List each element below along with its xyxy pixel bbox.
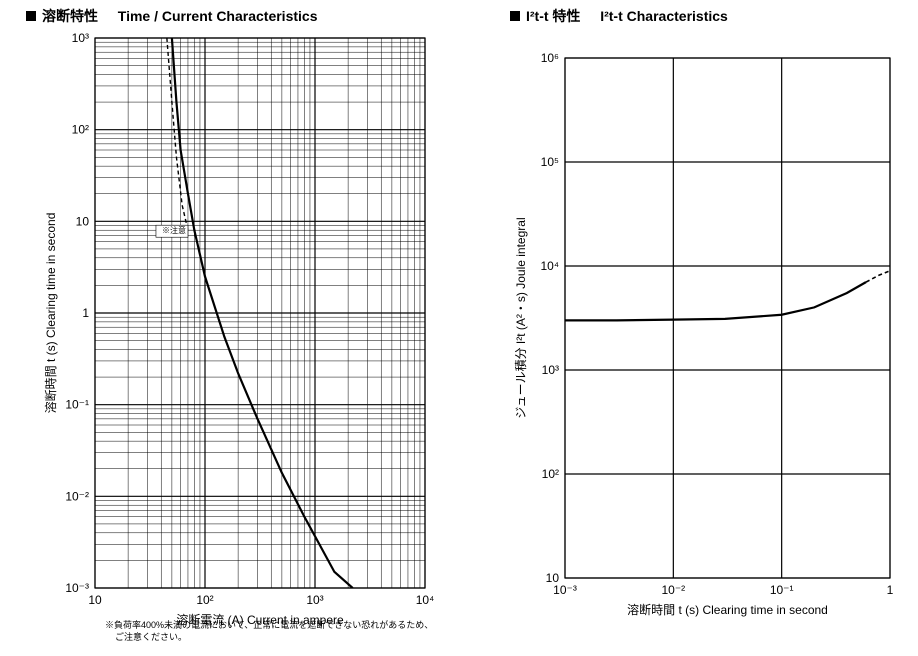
x-tick-label: 10⁻¹	[770, 583, 794, 597]
right-chart: 10⁻³ 10⁻² 10⁻¹ 1 10 10² 10³ 10⁴ 10⁵ 10⁶ 溶断時間 t (s)…	[510, 48, 900, 633]
page-root: 溶断特性 Time / Current Characteristics I²t-…	[0, 0, 918, 656]
curve-main	[565, 282, 866, 320]
x-tick-label: 1	[887, 583, 894, 597]
left-title-en: Time / Current Characteristics	[118, 8, 318, 24]
y-tick-label: 1	[82, 306, 89, 320]
right-title-jp: I²t-t 特性	[526, 6, 580, 26]
y-tick-label: 10⁻¹	[65, 398, 89, 412]
y-tick-label: 10⁴	[540, 259, 559, 273]
y-tick-label: 10⁻²	[65, 489, 89, 503]
y-tick-label: 10	[546, 571, 560, 585]
y-tick-label: 10²	[542, 467, 559, 481]
x-tick-label: 10	[88, 593, 102, 607]
left-title-jp: 溶断特性	[42, 6, 98, 26]
y-tick-label: 10⁶	[541, 51, 559, 65]
right-chart-title: I²t-t 特性 I²t-t Characteristics	[510, 6, 728, 26]
callout-text: ※注意	[162, 225, 186, 235]
y-axis-label: ジュール積分 I²t (A²・s) Joule integral	[513, 217, 528, 418]
x-tick-label: 10³	[306, 593, 323, 607]
right-title-en: I²t-t Characteristics	[600, 8, 728, 24]
x-axis-label: 溶断時間 t (s) Clearing time in second	[627, 602, 828, 617]
y-tick-label: 10⁵	[541, 155, 559, 169]
y-tick-label: 10⁻³	[65, 581, 89, 595]
left-chart-footnote: ※負荷率400%未満の電流において、正常に電流を遮断できない恐れがあるため、 ご…	[105, 620, 433, 643]
y-tick-label: 10²	[72, 123, 89, 137]
y-axis-label: 溶断時間 t (s) Clearing time in second	[43, 213, 58, 414]
y-tick-label: 10³	[542, 363, 559, 377]
x-tick-label: 10⁻³	[553, 583, 577, 597]
curve-dashed	[866, 271, 890, 282]
square-bullet-icon	[510, 11, 520, 21]
y-tick-label: 10³	[72, 31, 89, 45]
x-tick-label: 10²	[196, 593, 213, 607]
x-tick-label: 10⁻²	[661, 583, 685, 597]
left-chart: 1010²10³10⁴10⁻³10⁻²10⁻¹11010²10³※注意溶断電流 …	[40, 28, 435, 643]
y-tick-label: 10	[76, 214, 90, 228]
square-bullet-icon	[26, 11, 36, 21]
left-chart-title: 溶断特性 Time / Current Characteristics	[26, 6, 318, 26]
x-tick-label: 10⁴	[416, 593, 435, 607]
